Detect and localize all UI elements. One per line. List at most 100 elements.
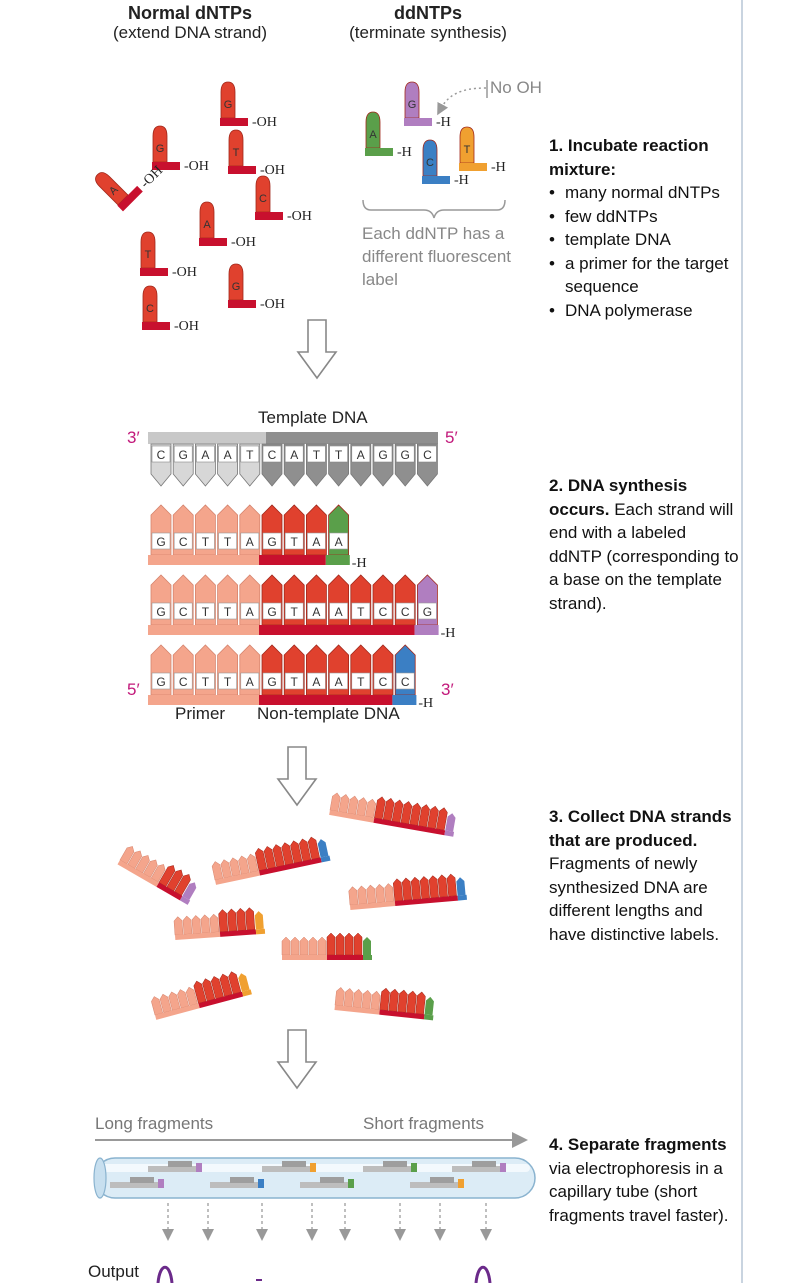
normal-dntps-header: Normal dNTPs (extend DNA strand) xyxy=(90,3,290,43)
capillary-fragments xyxy=(110,1161,506,1188)
svg-text:G: G xyxy=(156,605,165,619)
svg-text:T: T xyxy=(224,675,232,689)
capillary-fragment xyxy=(300,1177,354,1188)
svg-text:A: A xyxy=(224,448,232,462)
svg-text:-OH: -OH xyxy=(252,115,277,130)
svg-text:T: T xyxy=(357,675,365,689)
svg-text:-OH: -OH xyxy=(184,159,209,174)
down-arrow-3 xyxy=(276,1029,318,1090)
output-label: Output xyxy=(88,1262,140,1281)
svg-text:A: A xyxy=(335,675,343,689)
svg-text:C: C xyxy=(423,448,432,462)
svg-text:C: C xyxy=(146,303,154,315)
svg-text:G: G xyxy=(156,675,165,689)
template-3prime-label: 3′ xyxy=(127,428,140,447)
template-base: C xyxy=(150,443,172,487)
collected-fragments xyxy=(117,792,467,1021)
ddntp-a: A -H xyxy=(365,111,412,160)
svg-text:C: C xyxy=(157,448,166,462)
svg-text:C: C xyxy=(401,605,410,619)
svg-text:A: A xyxy=(335,535,343,549)
step-1-item: template DNA xyxy=(549,228,739,252)
svg-text:G: G xyxy=(401,448,410,462)
svg-text:A: A xyxy=(357,448,365,462)
svg-text:-H: -H xyxy=(436,115,451,130)
down-arrow-2 xyxy=(276,746,318,807)
svg-text:-OH: -OH xyxy=(231,235,256,250)
ddntps-title: ddNTPs xyxy=(393,3,462,23)
dna-fragment xyxy=(211,836,331,885)
svg-text:C: C xyxy=(179,535,188,549)
step-1-item: few ddNTPs xyxy=(549,205,739,229)
svg-text:T: T xyxy=(224,535,232,549)
step-1-item: a primer for the target sequence xyxy=(549,252,739,299)
template-base: A xyxy=(217,443,238,487)
dntp-c: C -OH xyxy=(142,285,199,334)
step-1-item: DNA polymerase xyxy=(549,299,739,323)
svg-text:C: C xyxy=(259,193,267,205)
template-base: A xyxy=(350,443,372,487)
template-dna-label: Template DNA xyxy=(258,408,368,427)
svg-text:G: G xyxy=(224,99,233,111)
capillary-fragment xyxy=(363,1161,417,1172)
svg-text:G: G xyxy=(267,535,276,549)
svg-text:T: T xyxy=(291,535,299,549)
step-3-title: 3. Collect DNA strands that are produced… xyxy=(549,807,732,850)
svg-text:A: A xyxy=(246,605,254,619)
template-base: A xyxy=(195,443,216,487)
svg-text:-OH: -OH xyxy=(260,297,285,312)
svg-text:T: T xyxy=(233,147,240,159)
ddntp-g: G -H xyxy=(404,81,451,130)
svg-text:A: A xyxy=(312,675,320,689)
down-arrow-1 xyxy=(296,319,338,380)
svg-text:T: T xyxy=(202,675,210,689)
step-1-text: 1. Incubate reaction mixture: many norma… xyxy=(549,134,739,322)
ddntp-c: C -H xyxy=(422,139,469,188)
svg-text:A: A xyxy=(246,535,254,549)
step-3-body: Fragments of newly synthesized DNA are d… xyxy=(549,854,720,944)
step-4-title: 4. Separate fragments xyxy=(549,1135,727,1154)
normal-dntps-subtitle: (extend DNA strand) xyxy=(112,23,267,42)
svg-text:G: G xyxy=(232,281,241,293)
short-fragments-label: Short fragments xyxy=(363,1114,484,1133)
dntp-g: G -OH xyxy=(152,125,209,174)
synthesized-strand: G C T T A G T A A-H xyxy=(148,504,367,571)
no-oh-pointer xyxy=(437,87,487,116)
output-peaks xyxy=(156,1265,492,1283)
dna-fragment xyxy=(117,846,197,905)
svg-text:T: T xyxy=(202,605,210,619)
step-1-list: many normal dNTPsfew ddNTPstemplate DNAa… xyxy=(549,181,739,322)
svg-text:-H: -H xyxy=(418,696,433,711)
svg-text:C: C xyxy=(379,605,388,619)
dntp-t: T -OH xyxy=(140,231,197,280)
dntp-g: G -OH xyxy=(228,263,285,312)
svg-text:-H: -H xyxy=(441,626,456,641)
step-4-body: via electrophoresis in a capillary tube … xyxy=(549,1158,729,1225)
svg-text:-H: -H xyxy=(397,145,412,160)
svg-text:C: C xyxy=(179,675,188,689)
svg-text:A: A xyxy=(335,605,343,619)
svg-text:A: A xyxy=(203,219,211,231)
svg-text:G: G xyxy=(156,143,165,155)
svg-text:C: C xyxy=(379,675,388,689)
step-2-title: 2. DNA synthesis occurs. xyxy=(549,476,688,519)
svg-text:G: G xyxy=(267,605,276,619)
svg-text:G: G xyxy=(408,99,417,111)
template-base: T xyxy=(328,443,349,487)
template-5prime-label: 5′ xyxy=(445,428,458,447)
step-2-body: Each strand will end with a labeled ddNT… xyxy=(549,499,739,613)
svg-text:T: T xyxy=(464,144,471,156)
svg-text:T: T xyxy=(357,605,365,619)
template-base: C xyxy=(261,443,283,487)
dntp-g: G -OH xyxy=(220,81,277,130)
svg-text:C: C xyxy=(268,448,277,462)
svg-text:G: G xyxy=(378,448,387,462)
svg-text:-OH: -OH xyxy=(287,209,312,224)
ddntp-cluster: A -H G -H C -H T -H xyxy=(365,81,506,188)
svg-text:T: T xyxy=(145,249,152,261)
svg-text:T: T xyxy=(246,448,254,462)
step-2-text: 2. DNA synthesis occurs. Each strand wil… xyxy=(549,474,739,615)
capillary-fragment xyxy=(210,1177,264,1188)
capillary-fragment xyxy=(148,1161,202,1172)
